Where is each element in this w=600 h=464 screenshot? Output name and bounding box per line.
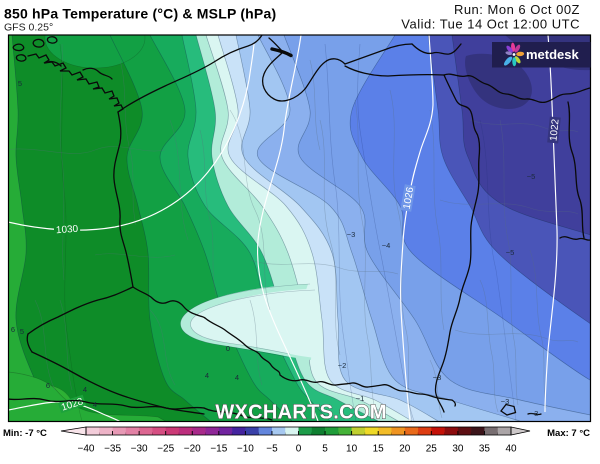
svg-text:−2: −2 xyxy=(338,361,347,370)
svg-text:GFS 0.25°: GFS 0.25° xyxy=(4,22,53,34)
svg-text:−3: −3 xyxy=(433,373,442,382)
svg-text:25: 25 xyxy=(426,444,438,455)
svg-text:850 hPa Temperature (°C) & MSL: 850 hPa Temperature (°C) & MSLP (hPa) xyxy=(4,6,276,22)
svg-text:−15: −15 xyxy=(210,444,227,455)
svg-text:−3: −3 xyxy=(530,409,539,418)
svg-text:1022: 1022 xyxy=(548,118,561,142)
svg-text:WXCHARTS.COM: WXCHARTS.COM xyxy=(215,402,386,424)
svg-text:−25: −25 xyxy=(157,444,174,455)
svg-text:−5: −5 xyxy=(506,248,515,257)
svg-text:−35: −35 xyxy=(104,444,121,455)
svg-text:−20: −20 xyxy=(184,444,201,455)
svg-text:−4: −4 xyxy=(382,241,391,250)
svg-text:10: 10 xyxy=(346,444,358,455)
svg-text:5: 5 xyxy=(20,327,24,336)
svg-text:−30: −30 xyxy=(131,444,148,455)
svg-text:4: 4 xyxy=(93,400,97,409)
svg-text:35: 35 xyxy=(479,444,491,455)
svg-text:−5: −5 xyxy=(527,172,536,181)
svg-text:1030: 1030 xyxy=(56,224,79,237)
svg-text:−5: −5 xyxy=(266,444,278,455)
svg-text:−3: −3 xyxy=(501,397,510,406)
svg-text:20: 20 xyxy=(399,444,411,455)
svg-text:6: 6 xyxy=(46,381,50,390)
svg-text:0: 0 xyxy=(296,444,302,455)
svg-text:4: 4 xyxy=(83,385,87,394)
svg-text:5: 5 xyxy=(322,444,328,455)
svg-text:Run: Mon 6 Oct 00Z: Run: Mon 6 Oct 00Z xyxy=(454,2,580,17)
svg-text:−1: −1 xyxy=(356,394,365,403)
svg-text:1026: 1026 xyxy=(402,186,417,210)
svg-text:5: 5 xyxy=(18,79,22,88)
svg-text:40: 40 xyxy=(505,444,517,455)
svg-text:4: 4 xyxy=(235,373,239,382)
svg-text:30: 30 xyxy=(452,444,464,455)
svg-text:−40: −40 xyxy=(78,444,95,455)
svg-text:Max: 7 °C: Max: 7 °C xyxy=(547,428,590,439)
svg-text:0: 0 xyxy=(226,344,230,353)
svg-text:Min: -7 °C: Min: -7 °C xyxy=(3,428,47,439)
svg-text:−3: −3 xyxy=(347,230,356,239)
svg-text:15: 15 xyxy=(373,444,385,455)
svg-text:4: 4 xyxy=(205,371,209,380)
svg-text:Valid: Tue 14 Oct 12:00 UTC: Valid: Tue 14 Oct 12:00 UTC xyxy=(401,17,580,32)
svg-text:6: 6 xyxy=(11,325,15,334)
svg-text:metdesk: metdesk xyxy=(526,47,580,62)
svg-text:−10: −10 xyxy=(237,444,254,455)
